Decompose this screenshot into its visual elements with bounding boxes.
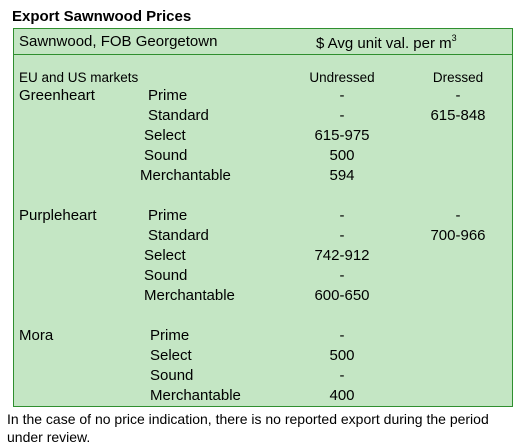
header-right-text: $ Avg unit val. per m [316, 35, 452, 52]
grade-label: Sound [144, 267, 188, 284]
grade-label: Merchantable [144, 287, 235, 304]
col-dressed: Dressed [432, 70, 484, 85]
species-name: Mora [19, 327, 54, 344]
page-title: Export Sawnwood Prices [12, 8, 192, 25]
grade-label: Select [150, 347, 192, 364]
species-name: Greenheart [19, 87, 95, 104]
grade-label: Merchantable [150, 387, 241, 404]
grade-label: Select [144, 127, 186, 144]
undressed-value: 615-975 [314, 127, 370, 144]
undressed-value: - [339, 207, 345, 224]
grade-label: Prime [148, 207, 188, 224]
undressed-value: 500 [329, 147, 355, 164]
footnote: In the case of no price indication, ther… [7, 411, 489, 445]
price-table: Sawnwood, FOB Georgetown $ Avg unit val.… [13, 28, 513, 407]
undressed-value: 600-650 [314, 287, 370, 304]
undressed-value: 500 [329, 347, 355, 364]
grade-label: Standard [148, 227, 209, 244]
grade-label: Sound [144, 147, 188, 164]
undressed-value: - [339, 87, 345, 104]
undressed-value: - [339, 267, 345, 284]
grade-label: Prime [148, 87, 188, 104]
undressed-value: 594 [329, 167, 355, 184]
grade-label: Sound [150, 367, 194, 384]
species-name: Purpleheart [19, 207, 97, 224]
grade-label: Merchantable [140, 167, 231, 184]
market-label: EU and US markets [19, 70, 139, 85]
undressed-value: - [339, 227, 345, 244]
dressed-value: - [455, 87, 461, 104]
header-divider [14, 54, 512, 55]
dressed-value: - [455, 207, 461, 224]
grade-label: Select [144, 247, 186, 264]
grade-label: Prime [150, 327, 190, 344]
header-left: Sawnwood, FOB Georgetown [19, 33, 218, 50]
col-undressed: Undressed [309, 70, 375, 85]
grade-label: Standard [148, 107, 209, 124]
dressed-value: 615-848 [430, 107, 486, 124]
undressed-value: - [339, 327, 345, 344]
dressed-value: 700-966 [430, 227, 486, 244]
header-right-sup: 3 [451, 33, 457, 43]
undressed-value: - [339, 107, 345, 124]
undressed-value: 742-912 [314, 247, 370, 264]
header-right: $ Avg unit val. per m3 [316, 33, 457, 52]
undressed-value: 400 [329, 387, 355, 404]
undressed-value: - [339, 367, 345, 384]
